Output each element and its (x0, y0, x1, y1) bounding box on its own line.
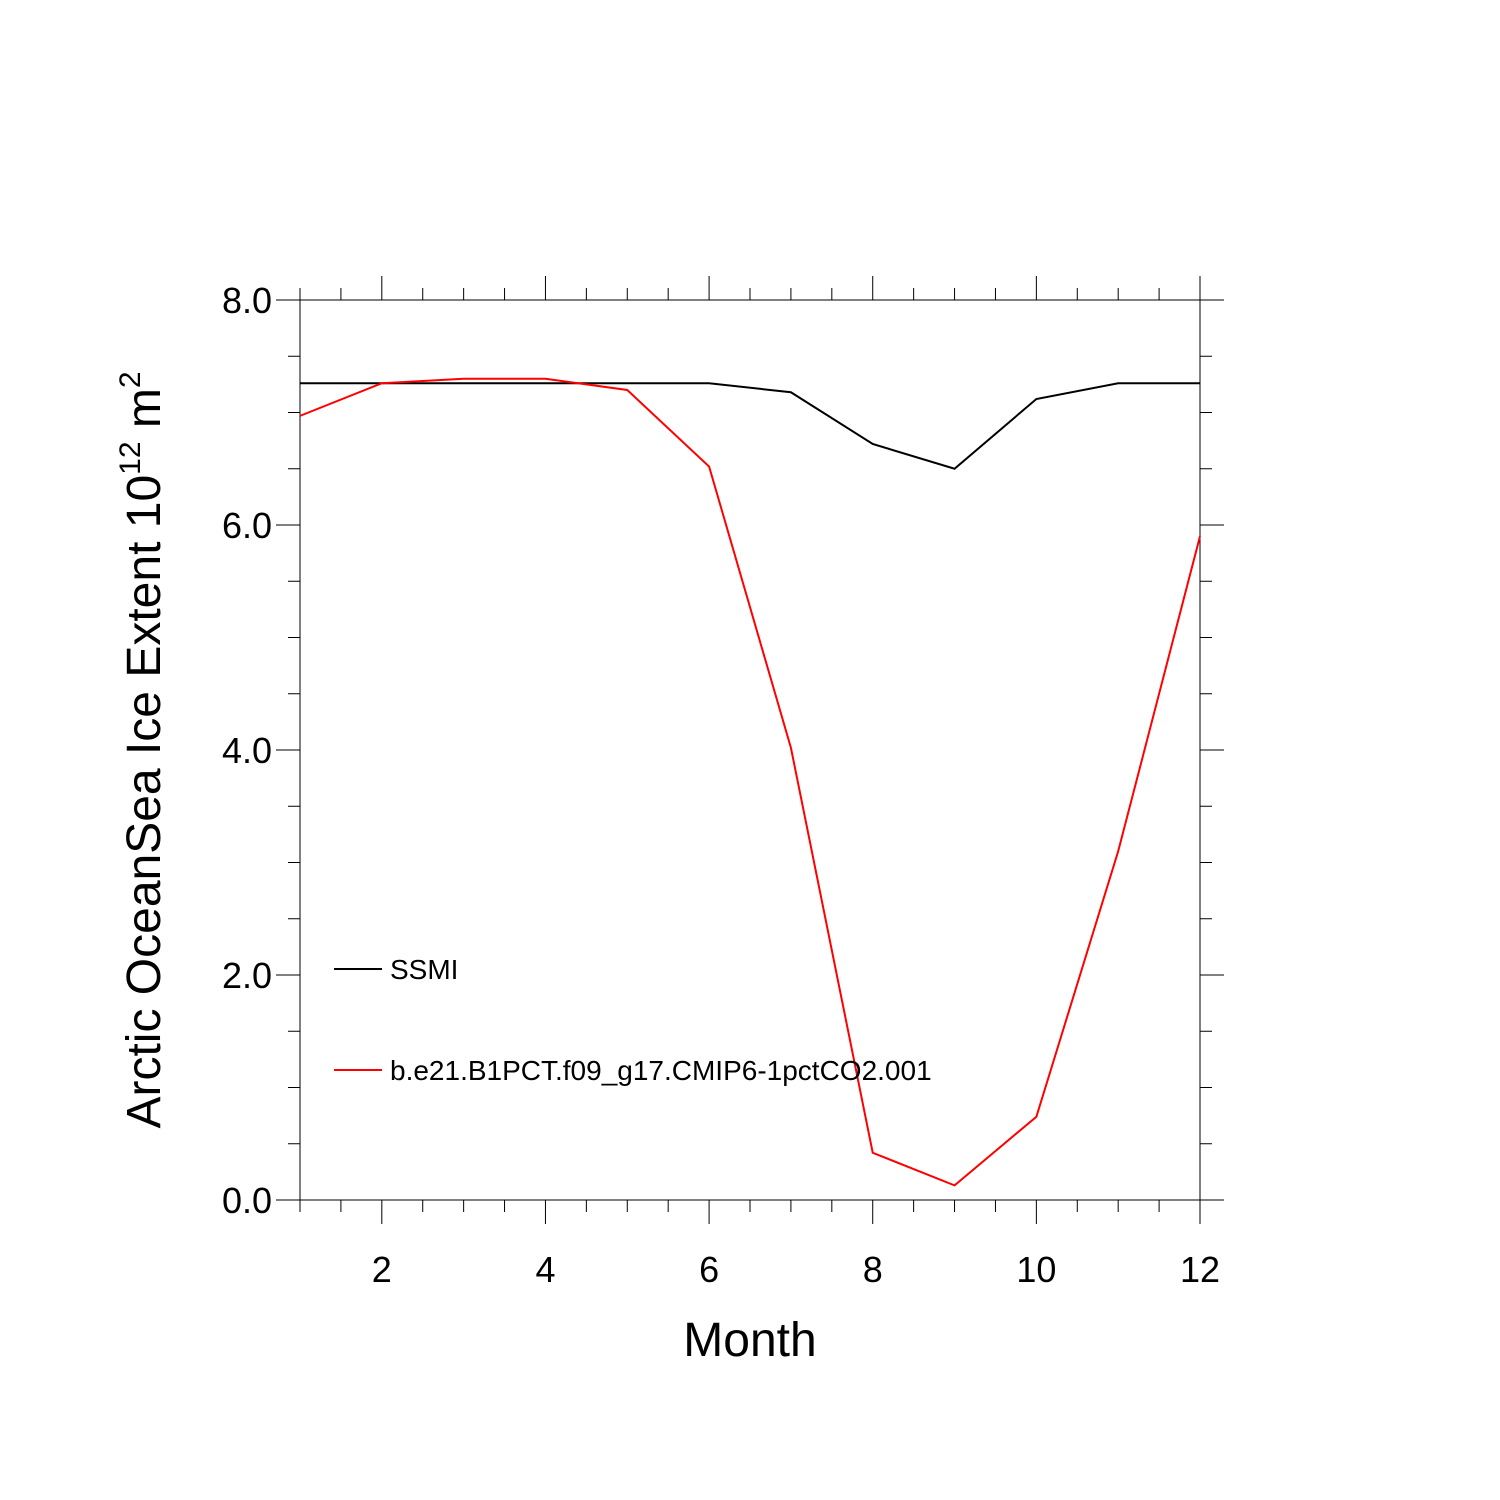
legend: SSMI b.e21.B1PCT.f09_g17.CMIP6-1pctCO2.00… (334, 954, 932, 1086)
y-tick-label: 2.0 (222, 955, 272, 996)
x-axis-title: Month (683, 1314, 816, 1367)
y-tick-label: 8.0 (222, 280, 272, 321)
y-axis-title-exp: 12 (114, 441, 147, 474)
series-layer (299, 377, 1201, 1187)
x-tick-label: 4 (535, 1249, 555, 1290)
legend-label-2: b.e21.B1PCT.f09_g17.CMIP6-1pctCO2.001 (390, 1055, 932, 1086)
y-axis-title-unit-exp: 2 (114, 371, 147, 388)
x-axis-ticks: 2 4 6 8 10 12 (299, 276, 1220, 1290)
y-axis-title: Arctic OceanSea Ice Extent 1012 m2 (114, 371, 171, 1128)
x-tick-label: 10 (1016, 1249, 1056, 1290)
y-tick-label: 0.0 (222, 1180, 272, 1221)
x-tick-label: 12 (1180, 1249, 1220, 1290)
legend-label-1: SSMI (390, 954, 458, 985)
series-line-1 (300, 382, 1200, 470)
series-line-2 (299, 377, 1201, 1187)
y-tick-label: 4.0 (222, 730, 272, 771)
y-tick-label: 6.0 (222, 505, 272, 546)
y-axis-ticks: 0.0 2.0 4.0 6.0 8.0 (222, 280, 1224, 1221)
x-tick-label: 8 (863, 1249, 883, 1290)
y-axis-title-unit: m (118, 388, 171, 441)
y-axis-title-main: Arctic OceanSea Ice Extent 10 (118, 475, 171, 1129)
x-tick-label: 2 (372, 1249, 392, 1290)
x-tick-label: 6 (699, 1249, 719, 1290)
